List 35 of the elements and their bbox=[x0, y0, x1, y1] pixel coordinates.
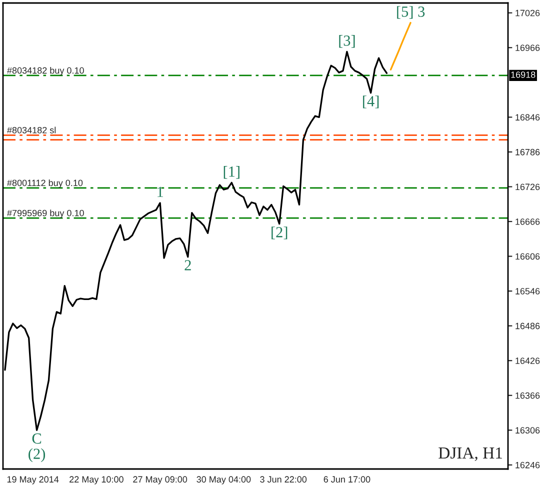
x-tick-label: 27 May 09:00 bbox=[133, 476, 188, 484]
annotation: [5] 3 bbox=[397, 6, 425, 19]
ref-line-label: #8001112 buy 0.10 bbox=[7, 179, 83, 188]
y-tick-label: 16966 bbox=[516, 44, 540, 51]
x-tick-label: 6 Jun 17:00 bbox=[324, 476, 370, 483]
y-tick-label: 16366 bbox=[516, 392, 540, 399]
x-tick-label: 30 May 04:00 bbox=[196, 476, 251, 484]
ref-line-label: #7995969 buy 0.10 bbox=[7, 210, 84, 218]
ref-line-label: #8034182 sl bbox=[7, 126, 56, 134]
y-tick-label: 16786 bbox=[516, 148, 540, 156]
annotation: DJIA, H1 bbox=[438, 447, 502, 462]
annotation: 2 bbox=[184, 260, 191, 270]
annotation: 1 bbox=[158, 186, 163, 197]
annotation: (2) bbox=[28, 448, 46, 462]
annotation: [3] bbox=[339, 35, 355, 48]
annotation: [4] bbox=[363, 96, 379, 108]
annotation: 16918 bbox=[511, 71, 536, 78]
y-tick-label: 16426 bbox=[516, 358, 540, 364]
x-tick-label: 19 May 2014 bbox=[7, 476, 59, 484]
annotation: [1] bbox=[224, 166, 240, 179]
line-series bbox=[390, 22, 412, 70]
y-tick-label: 16546 bbox=[516, 288, 540, 294]
y-tick-label: 16846 bbox=[516, 114, 540, 121]
y-tick-label: 16606 bbox=[516, 253, 540, 260]
annotation: C bbox=[32, 433, 42, 444]
y-tick-label: 16666 bbox=[516, 218, 540, 225]
y-tick-label: 16246 bbox=[516, 462, 540, 468]
x-tick-label: 3 Jun 22:00 bbox=[260, 476, 307, 483]
x-tick-label: 22 May 10:00 bbox=[70, 476, 124, 484]
y-tick-label: 16726 bbox=[516, 184, 540, 190]
y-tick-label: 17026 bbox=[516, 10, 540, 16]
ref-line-label: #8034182 buy 0.10 bbox=[7, 67, 84, 76]
annotation: [2] bbox=[272, 226, 288, 240]
y-tick-label: 16486 bbox=[516, 322, 540, 330]
y-tick-label: 16306 bbox=[516, 427, 540, 434]
